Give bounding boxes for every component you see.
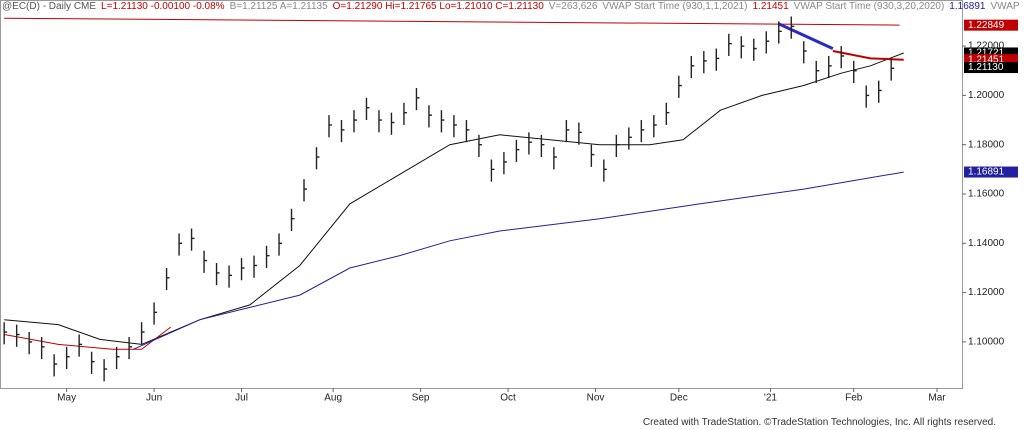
price-label: 1.21130 — [968, 62, 1004, 73]
x-tick-label: Jul — [235, 393, 248, 404]
price-label-box — [964, 19, 1018, 31]
indicator-line — [832, 50, 904, 61]
indicator-line — [4, 17, 900, 26]
footer: Created with TradeStation. ©TradeStation… — [642, 417, 996, 428]
indicator-line — [4, 326, 172, 350]
y-tick-label: 1.12000 — [968, 287, 1005, 298]
price-label: 1.22849 — [968, 20, 1005, 31]
indicator-line — [4, 52, 904, 345]
indicator-line — [133, 171, 904, 350]
header-item: L=1.21130 -0.00100 -0.08% — [101, 1, 225, 12]
y-tick-label: 1.10000 — [968, 337, 1005, 348]
y-tick-label: 1.20000 — [968, 90, 1005, 101]
price-label: 1.21721 — [968, 48, 1005, 59]
plot-frame — [0, 0, 963, 389]
price-label: 1.16891 — [968, 167, 1005, 178]
price-label-box — [964, 62, 1018, 74]
header-item: VWAP Start Time (930,1,1,2021) — [602, 1, 748, 12]
header-item: @EC(D) - Daily CME — [2, 1, 97, 12]
header-item: VWAP Start Time (930,5 — [990, 1, 1022, 12]
indicator-line — [778, 22, 834, 50]
y-tick-label: 1.18000 — [968, 139, 1005, 150]
y-tick-label: 1.16000 — [968, 189, 1005, 200]
x-tick-label: May — [57, 393, 76, 404]
price-label-box — [964, 54, 1018, 66]
price-label-box — [964, 166, 1018, 178]
y-tick-label: 1.14000 — [968, 238, 1005, 249]
header-item: V=263,626 — [548, 1, 598, 12]
price-label: 1.21451 — [968, 54, 1005, 65]
x-tick-label: Oct — [500, 393, 516, 404]
header-item: B=1.21125 A=1.21135 — [229, 1, 328, 12]
header: @EC(D) - Daily CME L=1.21130 -0.00100 -0.… — [2, 1, 1022, 12]
x-tick-label: Mar — [928, 393, 946, 404]
x-tick-label: Feb — [845, 393, 863, 404]
header-item: 1.16891 — [949, 1, 986, 12]
header-item: 1.21451 — [752, 1, 789, 12]
x-tick-label: Dec — [670, 393, 688, 404]
header-item: VWAP Start Time (930,3,20,2020) — [793, 1, 945, 12]
x-tick-label: Sep — [412, 393, 430, 404]
price-label-box — [964, 47, 1018, 59]
x-tick-label: Jun — [146, 393, 162, 404]
header-item: O=1.21290 Hi=1.21765 Lo=1.21010 C=1.2113… — [332, 1, 544, 12]
x-tick-label: Aug — [324, 393, 342, 404]
x-tick-label: Nov — [587, 393, 605, 404]
x-tick-label: '21 — [764, 393, 777, 404]
y-tick-label: 1.22000 — [968, 41, 1005, 52]
